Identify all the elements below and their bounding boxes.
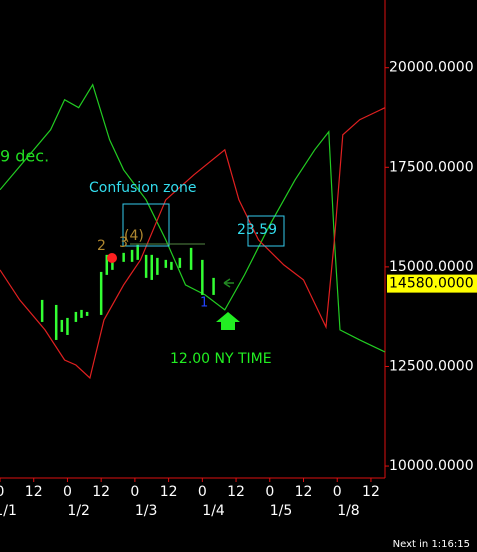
annotation: 23.59: [237, 222, 277, 238]
zone-box: [122, 203, 170, 247]
left-arrow: [223, 278, 234, 288]
x-date-label: 1/1: [0, 503, 17, 519]
x-tick-label: 0: [265, 484, 274, 500]
x-tick-label: 0: [198, 484, 207, 500]
y-tick-label: 17500.0000: [389, 159, 474, 175]
up-arrow: [216, 312, 240, 330]
annotation: 9 dec.: [0, 147, 49, 166]
x-date-label: 1/8: [337, 503, 360, 519]
x-tick-label: 12: [362, 484, 380, 500]
plot-area: 10000.0000 12500.0000 15000.0000 17500.0000…: [0, 0, 477, 519]
x-tick-label: 12: [160, 484, 178, 500]
x-tick-label: 0: [333, 484, 342, 500]
y-tick-label: 15000.0000: [389, 259, 474, 275]
price-line: [0, 83, 386, 353]
last-price-label: 14580.0000: [389, 276, 474, 292]
x-date-label: 1/2: [67, 503, 90, 519]
y-tick-label: 10000.0000: [389, 458, 474, 474]
annotation: (4): [124, 228, 144, 244]
x-tick-label: 12: [25, 484, 43, 500]
x-date-label: 1/4: [202, 503, 225, 519]
x-tick-label: 12: [92, 484, 110, 500]
status-text: Next in 1:16:15: [393, 539, 470, 550]
last-price-box: [387, 274, 477, 293]
x-tick-label: 0: [130, 484, 139, 500]
annotation: Confusion zone: [89, 180, 197, 196]
zone-box: [247, 215, 285, 247]
annotation: 3: [119, 235, 128, 251]
x-tick-label: 12: [227, 484, 245, 500]
x-tick-label: 0: [63, 484, 72, 500]
annotation: 1: [200, 296, 208, 311]
x-date-label: 1/5: [270, 503, 293, 519]
annotation: 2: [97, 238, 106, 254]
x-date-label: 1/3: [135, 503, 158, 519]
price-line: [0, 107, 386, 380]
annotation: 12.00 NY TIME: [170, 351, 272, 367]
x-tick-label: 12: [295, 484, 313, 500]
signal-dot: [107, 253, 117, 263]
x-tick-label: 0: [0, 484, 4, 500]
y-tick-label: 20000.0000: [389, 60, 474, 76]
y-tick-label: 12500.0000: [389, 358, 474, 374]
